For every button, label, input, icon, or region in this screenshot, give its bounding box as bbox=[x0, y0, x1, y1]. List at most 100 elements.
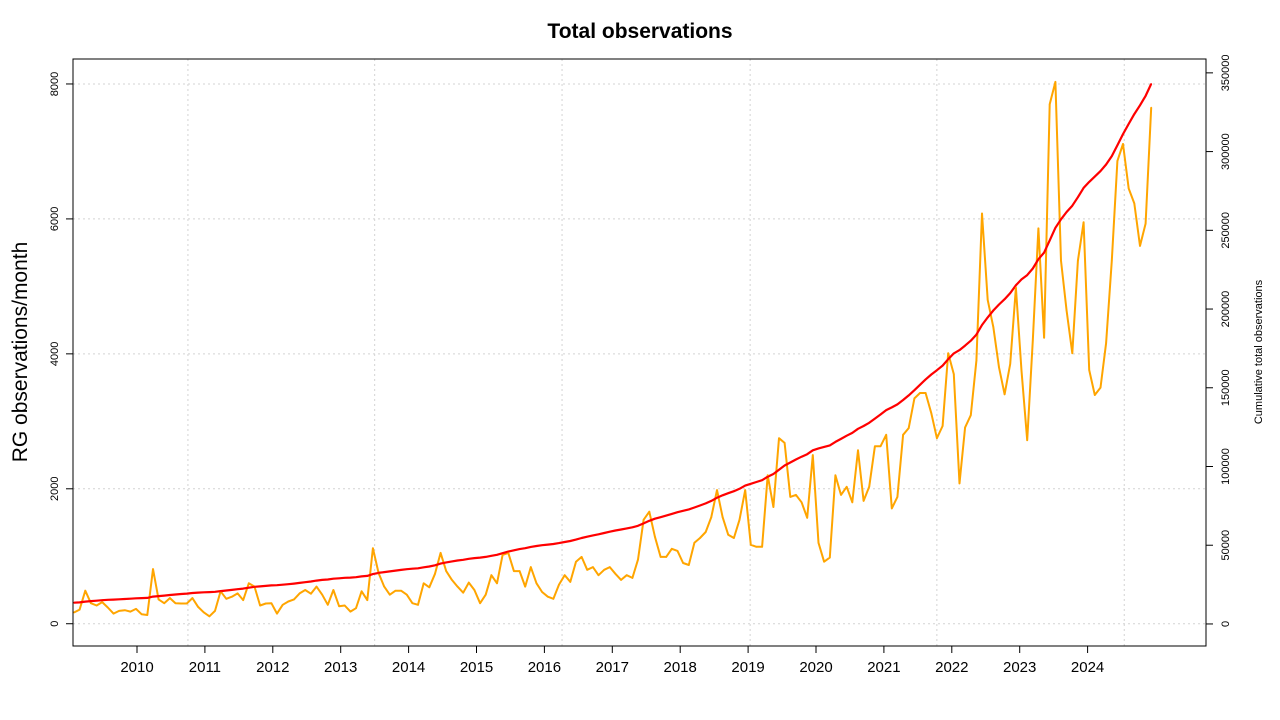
monthly-data-point bbox=[885, 434, 887, 436]
y2-tick-label: 50000 bbox=[1220, 530, 1232, 561]
monthly-data-point bbox=[169, 597, 171, 599]
monthly-data-point bbox=[625, 574, 628, 576]
monthly-data-point bbox=[620, 579, 622, 581]
y-tick-label: 2000 bbox=[49, 477, 61, 501]
monthly-data-point bbox=[135, 608, 137, 610]
monthly-data-point bbox=[231, 595, 233, 598]
monthly-data-point bbox=[208, 615, 211, 618]
x-tick-label: 2013 bbox=[324, 659, 357, 676]
cumulative-data-point bbox=[264, 585, 267, 587]
cumulative-data-point bbox=[625, 527, 628, 530]
monthly-data-point bbox=[445, 570, 448, 572]
monthly-data-point bbox=[817, 541, 820, 544]
monthly-data-point bbox=[152, 568, 154, 570]
cumulative-data-point bbox=[1139, 104, 1141, 107]
monthly-data-point bbox=[750, 543, 752, 546]
cumulative-data-point bbox=[191, 592, 194, 594]
cumulative-data-point bbox=[1020, 278, 1023, 281]
y2-axis-label: Cumulative total observations bbox=[1253, 279, 1265, 424]
cumulative-data-point bbox=[270, 584, 273, 587]
cumulative-data-point bbox=[321, 579, 323, 581]
monthly-data-point bbox=[95, 604, 98, 607]
cumulative-data-point bbox=[1088, 181, 1090, 183]
monthly-data-point bbox=[710, 516, 713, 518]
cumulative-data-point bbox=[919, 384, 921, 386]
monthly-data-point bbox=[789, 496, 792, 498]
cumulative-data-point bbox=[1127, 123, 1130, 125]
cumulative-data-point bbox=[671, 513, 673, 515]
cumulative-data-point bbox=[310, 580, 312, 583]
cumulative-data-point bbox=[1150, 83, 1153, 85]
x-tick-label: 2017 bbox=[596, 659, 629, 676]
monthly-data-point bbox=[845, 485, 848, 488]
cumulative-data-point bbox=[259, 585, 261, 588]
cumulative-data-point bbox=[558, 542, 560, 544]
cumulative-data-point bbox=[1009, 292, 1012, 294]
cumulative-data-point bbox=[231, 589, 233, 591]
monthly-data-point bbox=[913, 397, 916, 400]
monthly-data-point bbox=[501, 554, 504, 556]
cumulative-data-point bbox=[90, 600, 92, 602]
monthly-data-point bbox=[462, 591, 464, 594]
x-tick-label: 2020 bbox=[799, 659, 832, 676]
monthly-data-point bbox=[394, 589, 397, 592]
monthly-data-point bbox=[400, 589, 402, 592]
monthly-data-point bbox=[953, 373, 955, 375]
y-tick-label: 4000 bbox=[49, 342, 61, 366]
monthly-data-point bbox=[1133, 202, 1136, 205]
monthly-data-point bbox=[276, 612, 278, 615]
cumulative-data-point bbox=[405, 568, 408, 570]
x-tick-label: 2016 bbox=[528, 659, 561, 676]
cumulative-data-point bbox=[1077, 196, 1079, 199]
cumulative-data-point bbox=[1048, 239, 1051, 242]
monthly-data-point bbox=[1110, 259, 1113, 262]
x-tick-label: 2012 bbox=[256, 659, 289, 676]
monthly-data-point bbox=[631, 577, 634, 579]
monthly-data-point bbox=[174, 602, 177, 604]
monthly-data-point bbox=[1009, 363, 1012, 365]
cumulative-data-point bbox=[146, 597, 149, 599]
monthly-data-point bbox=[428, 586, 431, 589]
cumulative-data-point bbox=[180, 593, 182, 595]
chart-title: Total observations bbox=[547, 20, 732, 43]
cumulative-data-point bbox=[1071, 204, 1074, 207]
x-tick-label: 2024 bbox=[1071, 659, 1104, 676]
cumulative-data-point bbox=[343, 577, 346, 579]
monthly-data-point bbox=[1127, 187, 1130, 190]
monthly-data-point bbox=[1003, 393, 1006, 396]
monthly-data-point bbox=[293, 598, 295, 601]
monthly-data-point bbox=[671, 548, 673, 550]
cumulative-data-point bbox=[315, 579, 318, 582]
monthly-data-point bbox=[603, 568, 605, 571]
monthly-data-point bbox=[958, 482, 961, 485]
monthly-data-point bbox=[518, 570, 521, 572]
cumulative-data-point bbox=[484, 556, 487, 558]
monthly-data-point bbox=[969, 414, 972, 417]
monthly-data-point bbox=[180, 602, 182, 605]
cumulative-data-point bbox=[95, 599, 98, 602]
cumulative-data-point bbox=[186, 592, 188, 595]
monthly-data-point bbox=[129, 610, 132, 613]
cumulative-data-point bbox=[733, 490, 735, 492]
monthly-data-point bbox=[197, 606, 199, 608]
monthly-data-point bbox=[761, 546, 763, 548]
monthly-data-point bbox=[699, 537, 701, 539]
cumulative-data-point bbox=[530, 546, 532, 548]
cumulative-observations-line bbox=[73, 83, 1153, 604]
monthly-data-point bbox=[107, 606, 109, 609]
monthly-data-point bbox=[1088, 369, 1090, 371]
cumulative-data-point bbox=[377, 572, 380, 574]
cumulative-data-point bbox=[118, 598, 120, 601]
monthly-data-point bbox=[981, 212, 983, 215]
monthly-data-point bbox=[648, 510, 651, 513]
cumulative-data-point bbox=[744, 484, 746, 487]
monthly-data-point bbox=[857, 449, 859, 452]
monthly-data-point bbox=[242, 599, 244, 601]
cumulative-data-point bbox=[597, 533, 600, 536]
cumulative-data-point bbox=[242, 587, 244, 590]
monthly-data-point bbox=[1054, 81, 1057, 83]
monthly-data-point bbox=[456, 585, 459, 588]
cumulative-data-point bbox=[513, 549, 515, 552]
monthly-data-point bbox=[321, 593, 323, 596]
monthly-data-point bbox=[496, 582, 498, 585]
